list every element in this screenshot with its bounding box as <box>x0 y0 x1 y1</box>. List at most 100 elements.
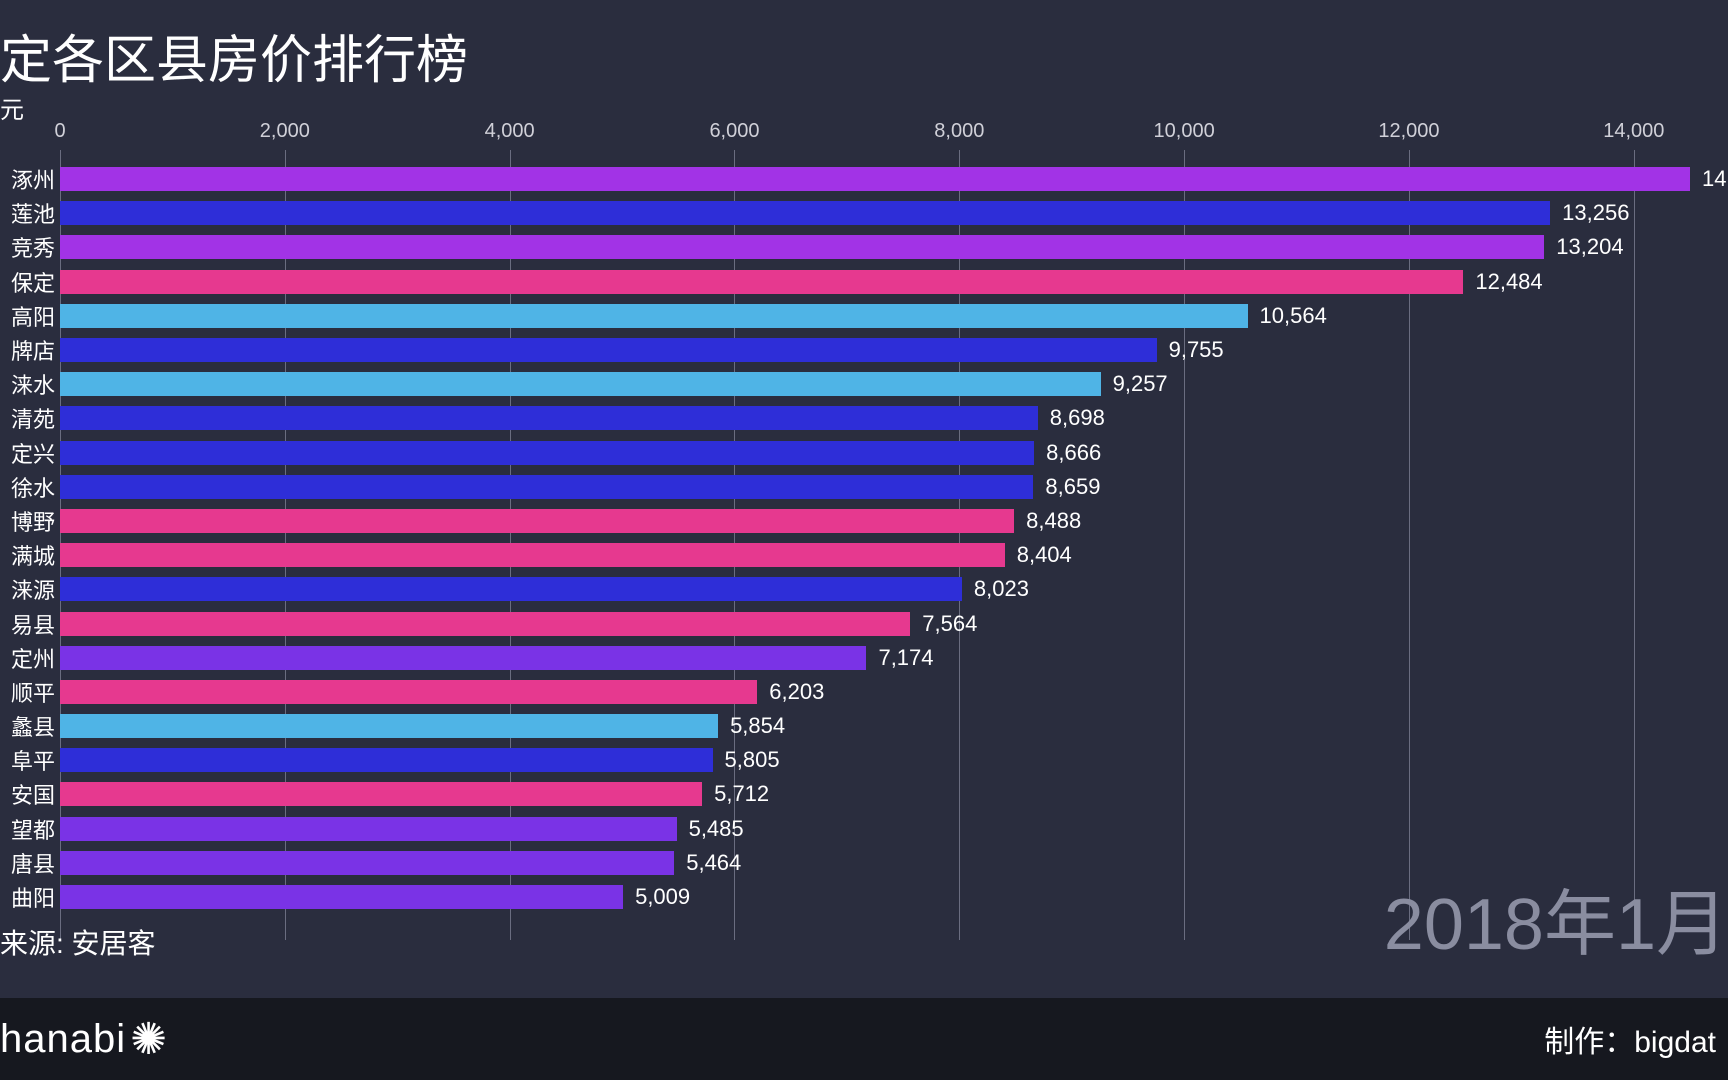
bar-row: 涞源8,023 <box>60 572 1690 606</box>
bar <box>60 612 910 636</box>
bar <box>60 338 1157 362</box>
bar-category-label: 涞水 <box>0 368 55 400</box>
bar-value-label: 5,712 <box>714 781 769 807</box>
bar-row: 易县7,564 <box>60 606 1690 640</box>
bar-value-label: 9,755 <box>1169 337 1224 363</box>
bar <box>60 475 1033 499</box>
bar <box>60 270 1463 294</box>
bar-category-label: 易县 <box>0 608 55 640</box>
chart-area: 02,0004,0006,0008,00010,00012,00014,000 … <box>60 120 1690 940</box>
bar-value-label: 8,659 <box>1045 474 1100 500</box>
bar-row: 安国5,712 <box>60 777 1690 811</box>
bar-category-label: 涞源 <box>0 573 55 605</box>
bar-value-label: 6,203 <box>769 679 824 705</box>
bar-category-label: 顺平 <box>0 676 55 708</box>
bar-row: 定兴8,666 <box>60 436 1690 470</box>
bar-row: 满城8,404 <box>60 538 1690 572</box>
source-label: 来源: 安居客 <box>0 922 156 962</box>
bar <box>60 577 962 601</box>
bar-row: 牌店9,755 <box>60 333 1690 367</box>
bar-value-label: 5,485 <box>689 816 744 842</box>
bar-category-label: 蠡县 <box>0 710 55 742</box>
bar-row: 定州7,174 <box>60 641 1690 675</box>
firework-icon: ✺ <box>130 1014 168 1065</box>
bar <box>60 543 1005 567</box>
bar-row: 徐水8,659 <box>60 470 1690 504</box>
bar-category-label: 阜平 <box>0 744 55 776</box>
x-tick-label: 8,000 <box>934 120 984 143</box>
chart-title: 定各区县房价排行榜 <box>0 18 468 93</box>
bar-value-label: 7,174 <box>878 645 933 671</box>
bar <box>60 441 1034 465</box>
bar-category-label: 博野 <box>0 505 55 537</box>
bar-category-label: 高阳 <box>0 300 55 332</box>
bar <box>60 235 1544 259</box>
unit-label: 元 <box>0 90 24 125</box>
bar-value-label: 9,257 <box>1113 371 1168 397</box>
x-tick-label: 2,000 <box>260 120 310 143</box>
bar <box>60 304 1248 328</box>
bar-value-label: 12,484 <box>1475 269 1542 295</box>
bar <box>60 372 1101 396</box>
x-tick-label: 14,000 <box>1603 120 1664 143</box>
bar-value-label: 5,009 <box>635 884 690 910</box>
bar-value-label: 5,805 <box>725 747 780 773</box>
bar-row: 莲池13,256 <box>60 196 1690 230</box>
date-watermark: 2018年1月 <box>1384 865 1728 970</box>
bar <box>60 680 757 704</box>
bar-value-label: 10,564 <box>1260 303 1327 329</box>
logo: hanabi ✺ <box>0 1014 168 1065</box>
bar-row: 保定12,484 <box>60 265 1690 299</box>
bar-category-label: 安国 <box>0 778 55 810</box>
bar-category-label: 徐水 <box>0 471 55 503</box>
bar-category-label: 定兴 <box>0 437 55 469</box>
x-tick-label: 0 <box>54 120 65 143</box>
bar-row: 阜平5,805 <box>60 743 1690 777</box>
bar <box>60 167 1690 191</box>
bar <box>60 646 866 670</box>
bar-value-label: 13,204 <box>1556 234 1623 260</box>
bar-value-label: 14, <box>1702 166 1728 192</box>
bar <box>60 782 702 806</box>
bar-category-label: 满城 <box>0 539 55 571</box>
bar-category-label: 莲池 <box>0 197 55 229</box>
bar <box>60 201 1550 225</box>
bar-row: 顺平6,203 <box>60 675 1690 709</box>
bar-row: 博野8,488 <box>60 504 1690 538</box>
bar-category-label: 清苑 <box>0 402 55 434</box>
bar-category-label: 曲阳 <box>0 881 55 913</box>
x-tick-label: 4,000 <box>485 120 535 143</box>
bar-category-label: 唐县 <box>0 847 55 879</box>
x-tick-label: 10,000 <box>1154 120 1215 143</box>
bar <box>60 817 677 841</box>
bar-category-label: 牌店 <box>0 334 55 366</box>
bar <box>60 509 1014 533</box>
bar-value-label: 7,564 <box>922 611 977 637</box>
bar-value-label: 5,464 <box>686 850 741 876</box>
bar-category-label: 望都 <box>0 813 55 845</box>
bar-category-label: 涿州 <box>0 163 55 195</box>
bar-category-label: 保定 <box>0 266 55 298</box>
bars-container: 涿州14,莲池13,256竞秀13,204保定12,484高阳10,564牌店9… <box>60 162 1690 914</box>
bar-value-label: 8,404 <box>1017 542 1072 568</box>
bar-category-label: 竞秀 <box>0 231 55 263</box>
bar-value-label: 5,854 <box>730 713 785 739</box>
bar-row: 高阳10,564 <box>60 299 1690 333</box>
bar-row: 涿州14, <box>60 162 1690 196</box>
footer: hanabi ✺ 制作：bigdat <box>0 998 1728 1080</box>
bar-row: 蠡县5,854 <box>60 709 1690 743</box>
bar-value-label: 13,256 <box>1562 200 1629 226</box>
bar-value-label: 8,488 <box>1026 508 1081 534</box>
bar-category-label: 定州 <box>0 642 55 674</box>
logo-text: hanabi <box>0 1017 126 1062</box>
bar-value-label: 8,698 <box>1050 405 1105 431</box>
bar-row: 竞秀13,204 <box>60 230 1690 264</box>
bar-row: 望都5,485 <box>60 812 1690 846</box>
bar-value-label: 8,023 <box>974 576 1029 602</box>
x-axis: 02,0004,0006,0008,00010,00012,00014,000 <box>60 120 1690 150</box>
bar-row: 涞水9,257 <box>60 367 1690 401</box>
bar <box>60 714 718 738</box>
credit-label: 制作：bigdat <box>1544 1017 1716 1061</box>
x-tick-label: 12,000 <box>1378 120 1439 143</box>
bar-row: 清苑8,698 <box>60 401 1690 435</box>
